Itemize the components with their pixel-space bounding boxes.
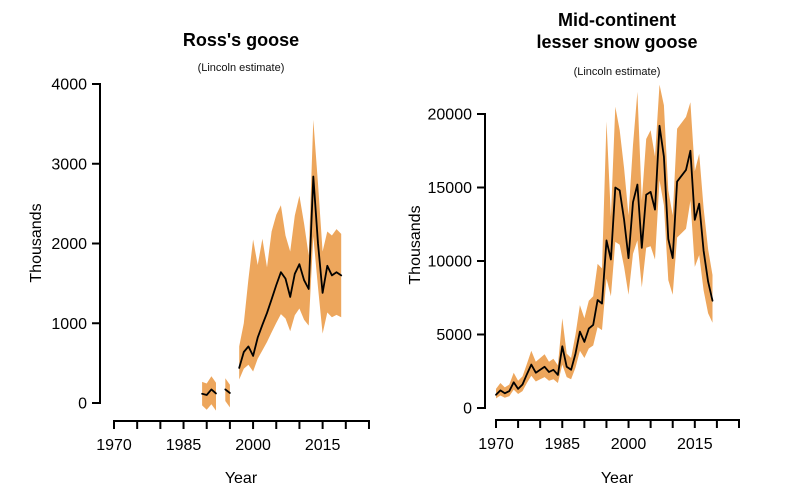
y-tick-label: 20000 — [428, 107, 473, 124]
estimate-line — [238, 175, 343, 369]
y-tick-label: 15000 — [428, 180, 473, 197]
estimate-line — [224, 388, 231, 394]
confidence-band — [225, 378, 230, 408]
estimate-line — [201, 388, 217, 396]
chart-title-snow-goose: Mid-continent lesser snow goose — [536, 10, 698, 52]
x-tick-label: 2000 — [235, 437, 271, 454]
x-tick-label: 1985 — [166, 437, 202, 454]
y-tick-label: 1000 — [51, 316, 87, 333]
x-tick-label: 1970 — [478, 436, 514, 453]
confidence-band — [239, 119, 342, 380]
x-tick-label: 1970 — [96, 437, 132, 454]
y-tick-label: 2000 — [51, 236, 87, 253]
confidence-band — [496, 84, 713, 399]
y-tick-label: 0 — [463, 401, 472, 418]
y-tick-label: 10000 — [428, 254, 473, 271]
y-tick-label: 0 — [78, 396, 87, 413]
y-tick-label: 5000 — [436, 327, 472, 344]
chart-subtitle-ross-goose: (Lincoln estimate) — [197, 62, 285, 74]
x-axis-title-right: Year — [600, 470, 634, 487]
x-tick-label: 2015 — [677, 436, 713, 453]
x-tick-label: 1985 — [544, 436, 580, 453]
y-tick-label: 3000 — [51, 156, 87, 173]
x-tick-label: 2015 — [305, 437, 341, 454]
estimate-line — [495, 124, 714, 396]
y-tick-label: 4000 — [51, 77, 87, 94]
x-axis-title-left: Year — [224, 470, 258, 487]
chart-subtitle-snow-goose: (Lincoln estimate) — [573, 66, 661, 78]
chart-title-ross-goose: Ross's goose — [182, 30, 300, 50]
x-tick-label: 2000 — [611, 436, 647, 453]
